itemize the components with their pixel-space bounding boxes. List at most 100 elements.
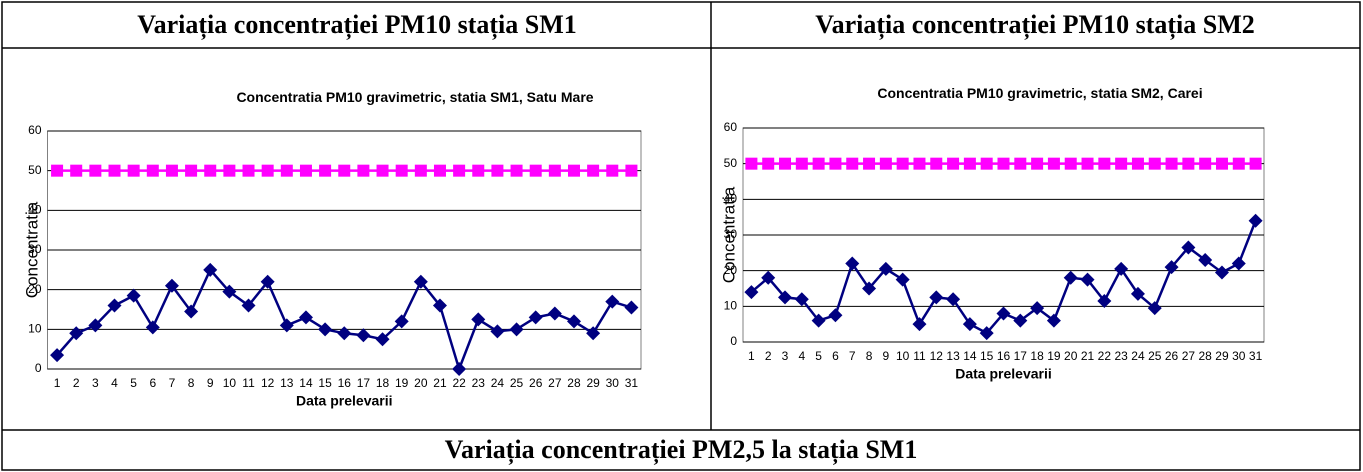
x-tick-label: 15 bbox=[980, 349, 994, 363]
x-tick-label: 5 bbox=[130, 376, 137, 390]
marker bbox=[605, 294, 620, 309]
x-tick-label: 10 bbox=[896, 349, 910, 363]
marker bbox=[319, 164, 332, 177]
marker bbox=[878, 261, 893, 276]
y-tick-label: 40 bbox=[724, 192, 738, 206]
marker bbox=[204, 164, 217, 177]
marker bbox=[779, 157, 792, 170]
marker bbox=[184, 304, 199, 319]
marker bbox=[1231, 256, 1246, 271]
marker bbox=[203, 262, 218, 277]
x-tick-label: 18 bbox=[376, 376, 390, 390]
x-tick-label: 16 bbox=[338, 376, 352, 390]
marker bbox=[929, 290, 944, 305]
x-tick-label: 29 bbox=[1215, 349, 1229, 363]
marker bbox=[1249, 157, 1262, 170]
marker bbox=[980, 157, 993, 170]
marker bbox=[70, 164, 83, 177]
x-tick-label: 28 bbox=[567, 376, 581, 390]
marker bbox=[962, 317, 977, 332]
x-tick-label: 17 bbox=[357, 376, 371, 390]
marker bbox=[453, 164, 466, 177]
marker bbox=[795, 157, 808, 170]
marker bbox=[471, 312, 486, 327]
marker bbox=[490, 324, 505, 339]
marker bbox=[946, 292, 961, 307]
marker bbox=[812, 157, 825, 170]
marker bbox=[1046, 313, 1061, 328]
marker bbox=[587, 164, 600, 177]
marker bbox=[863, 157, 876, 170]
x-tick-label: 12 bbox=[261, 376, 275, 390]
x-tick-label: 18 bbox=[1030, 349, 1044, 363]
marker bbox=[510, 164, 523, 177]
x-tick-label: 14 bbox=[299, 376, 313, 390]
marker bbox=[1165, 157, 1178, 170]
marker bbox=[146, 164, 159, 177]
marker bbox=[1114, 261, 1129, 276]
marker bbox=[828, 308, 843, 323]
y-tick-label: 0 bbox=[730, 334, 737, 348]
marker bbox=[762, 157, 775, 170]
marker bbox=[1214, 265, 1229, 280]
marker bbox=[260, 274, 275, 289]
x-tick-label: 11 bbox=[913, 349, 926, 363]
marker bbox=[107, 298, 122, 313]
marker bbox=[794, 292, 809, 307]
marker bbox=[912, 317, 927, 332]
y-tick-label: 60 bbox=[28, 123, 42, 137]
marker bbox=[624, 300, 639, 315]
marker bbox=[51, 164, 64, 177]
marker bbox=[1081, 157, 1094, 170]
marker bbox=[357, 164, 370, 177]
marker bbox=[879, 157, 892, 170]
marker bbox=[547, 306, 562, 321]
y-tick-label: 40 bbox=[28, 203, 42, 217]
marker bbox=[452, 362, 467, 376]
x-tick-label: 19 bbox=[1047, 349, 1061, 363]
marker bbox=[299, 164, 312, 177]
marker bbox=[586, 326, 601, 341]
marker bbox=[1148, 157, 1161, 170]
marker bbox=[69, 326, 84, 341]
x-tick-label: 24 bbox=[491, 376, 505, 390]
x-tick-label: 21 bbox=[433, 376, 447, 390]
y-tick-label: 50 bbox=[28, 163, 42, 177]
marker bbox=[745, 157, 758, 170]
x-tick-label: 13 bbox=[946, 349, 960, 363]
x-tick-label: 7 bbox=[169, 376, 176, 390]
marker bbox=[241, 298, 256, 313]
y-tick-label: 20 bbox=[28, 282, 42, 296]
marker bbox=[1030, 301, 1045, 316]
marker bbox=[413, 274, 428, 289]
marker bbox=[1215, 157, 1228, 170]
marker bbox=[50, 348, 65, 363]
x-tick-label: 19 bbox=[395, 376, 409, 390]
marker bbox=[356, 328, 371, 343]
x-tick-label: 23 bbox=[1114, 349, 1128, 363]
marker bbox=[318, 322, 333, 337]
marker bbox=[1063, 270, 1078, 285]
x-tick-label: 25 bbox=[1148, 349, 1162, 363]
marker bbox=[337, 326, 352, 341]
y-tick-label: 0 bbox=[35, 361, 42, 375]
marker bbox=[1199, 157, 1212, 170]
marker bbox=[896, 157, 909, 170]
marker bbox=[432, 298, 447, 313]
y-tick-label: 60 bbox=[724, 120, 738, 134]
marker bbox=[280, 164, 293, 177]
marker bbox=[1131, 157, 1144, 170]
marker bbox=[261, 164, 274, 177]
x-tick-label: 7 bbox=[849, 349, 856, 363]
marker bbox=[947, 157, 960, 170]
y-tick-label: 30 bbox=[724, 227, 738, 241]
marker bbox=[744, 285, 759, 300]
x-tick-label: 26 bbox=[1165, 349, 1179, 363]
footer-header: Variația concentrației PM2,5 la stația S… bbox=[445, 435, 918, 465]
marker bbox=[1097, 293, 1112, 308]
marker bbox=[778, 290, 793, 305]
marker bbox=[376, 164, 389, 177]
marker bbox=[979, 326, 994, 341]
marker bbox=[548, 164, 561, 177]
